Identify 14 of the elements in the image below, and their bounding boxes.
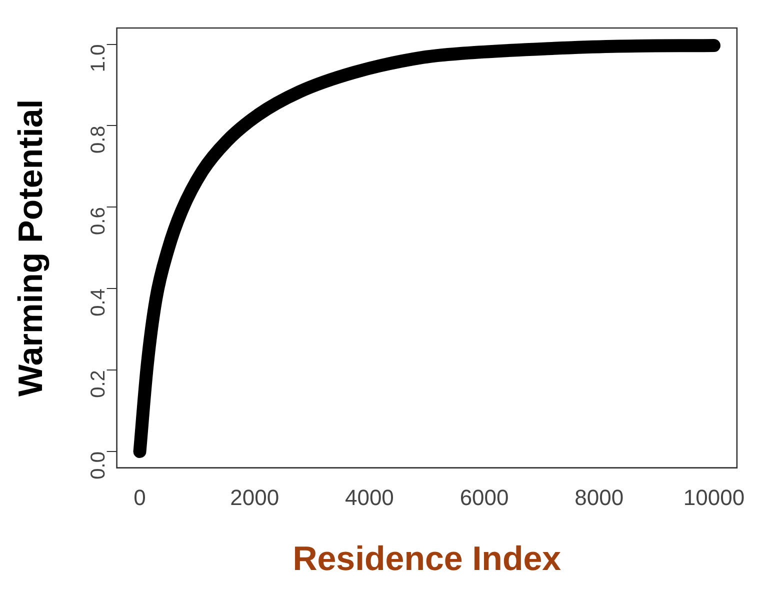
y-tick-label: 0.4 — [87, 288, 110, 316]
y-tick-label: 0.6 — [87, 207, 110, 235]
y-tick-label: 1.0 — [87, 44, 110, 72]
x-axis-title: Residence Index — [292, 540, 562, 578]
x-tick-label: 10000 — [683, 485, 745, 510]
x-tick-label: 6000 — [460, 485, 509, 510]
x-tick-label: 0 — [134, 485, 146, 510]
x-tick-label: 2000 — [230, 485, 280, 510]
x-tick-label: 8000 — [574, 485, 624, 510]
x-tick-label: 4000 — [344, 485, 394, 510]
y-tick-label: 0.0 — [87, 452, 110, 480]
y-tick-label: 0.8 — [87, 126, 110, 154]
y-axis-title: Warming Potential — [12, 99, 50, 396]
y-tick-label: 0.2 — [87, 370, 110, 398]
